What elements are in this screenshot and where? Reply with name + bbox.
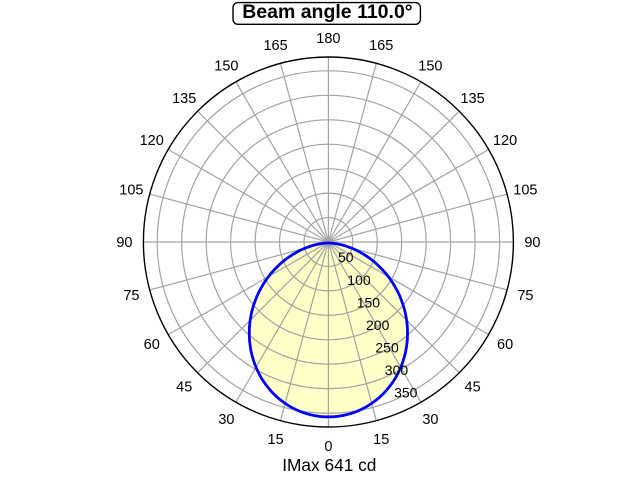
- svg-text:60: 60: [497, 337, 513, 353]
- svg-text:0: 0: [324, 439, 332, 455]
- svg-text:90: 90: [116, 235, 132, 251]
- svg-text:IMax 641 cd: IMax 641 cd: [282, 455, 376, 475]
- svg-text:165: 165: [263, 38, 287, 54]
- svg-text:150: 150: [214, 59, 238, 75]
- svg-text:75: 75: [123, 288, 139, 304]
- svg-text:60: 60: [144, 337, 160, 353]
- svg-text:50: 50: [338, 249, 354, 265]
- svg-text:105: 105: [513, 182, 537, 198]
- svg-text:120: 120: [140, 133, 164, 149]
- svg-text:180: 180: [316, 31, 340, 47]
- svg-text:75: 75: [517, 288, 533, 304]
- svg-text:105: 105: [119, 182, 143, 198]
- svg-text:200: 200: [366, 317, 390, 333]
- svg-text:30: 30: [218, 412, 234, 428]
- svg-text:350: 350: [394, 385, 418, 401]
- svg-text:30: 30: [422, 412, 438, 428]
- svg-text:135: 135: [172, 91, 196, 107]
- svg-text:Beam angle 110.0°: Beam angle 110.0°: [242, 1, 412, 23]
- svg-text:45: 45: [465, 379, 481, 395]
- svg-text:300: 300: [385, 362, 409, 378]
- svg-text:100: 100: [347, 272, 371, 288]
- svg-text:165: 165: [369, 38, 393, 54]
- svg-text:150: 150: [418, 59, 442, 75]
- svg-text:150: 150: [357, 294, 381, 310]
- svg-text:15: 15: [373, 432, 389, 448]
- svg-text:15: 15: [268, 432, 284, 448]
- svg-text:135: 135: [460, 91, 484, 107]
- svg-text:250: 250: [375, 340, 399, 356]
- svg-text:120: 120: [493, 133, 517, 149]
- svg-text:90: 90: [524, 235, 540, 251]
- svg-text:45: 45: [176, 379, 192, 395]
